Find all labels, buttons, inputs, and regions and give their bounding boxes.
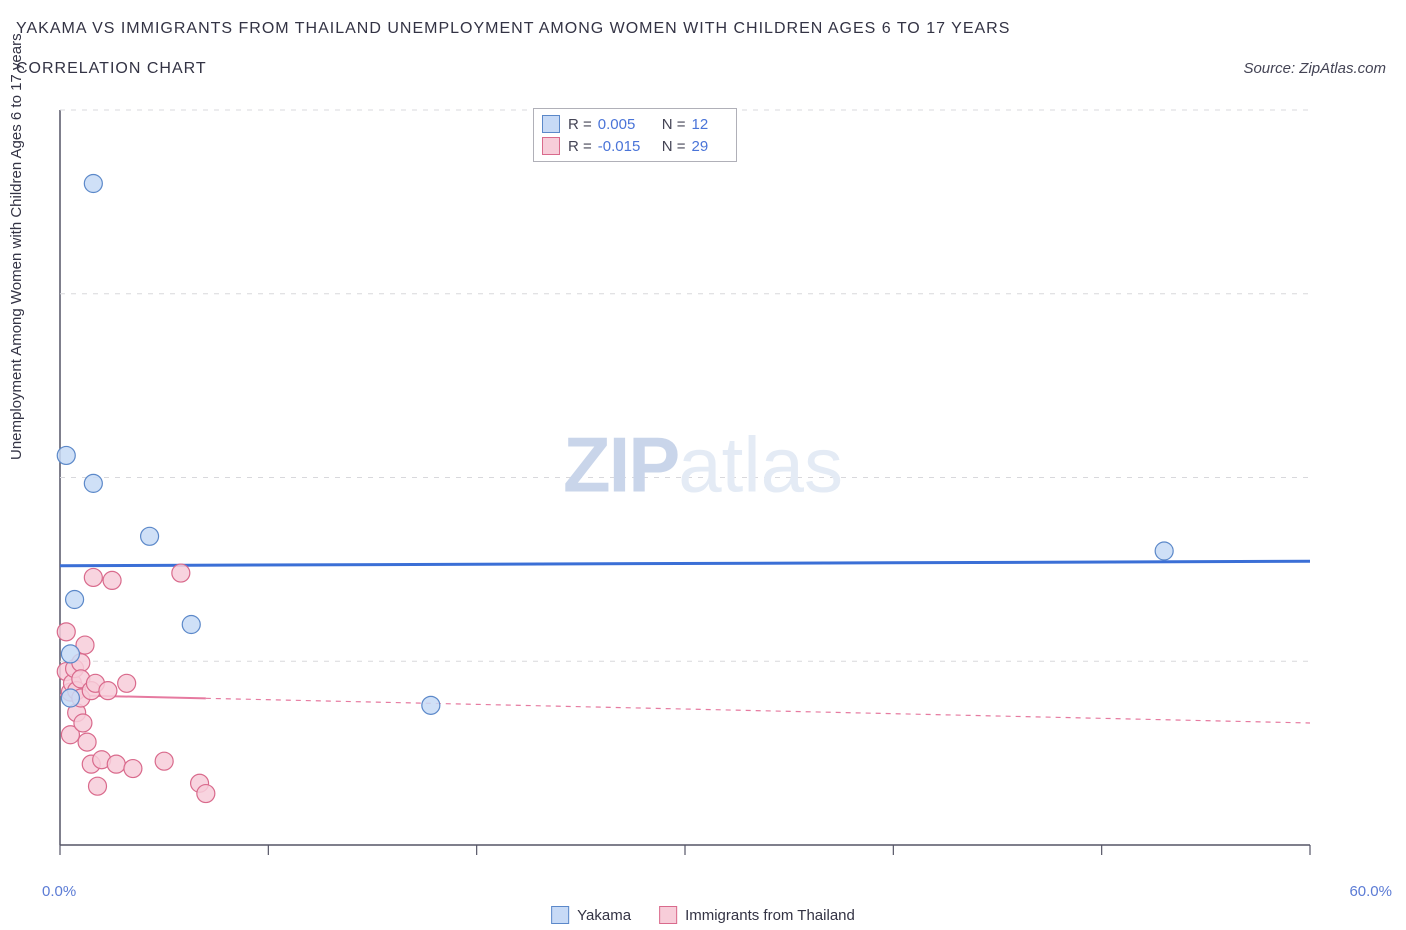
legend-bottom-swatch-thailand xyxy=(659,906,677,924)
legend-n-value-2: 29 xyxy=(692,138,712,155)
legend-swatch-yakama xyxy=(542,115,560,133)
legend-swatch-thailand xyxy=(542,137,560,155)
legend-r-value-2: -0.015 xyxy=(598,138,648,155)
legend-item-thailand: Immigrants from Thailand xyxy=(659,906,855,924)
legend-item-yakama: Yakama xyxy=(551,906,631,924)
legend-n-label-1: N = xyxy=(662,116,686,133)
page-title-line1: YAKAMA VS IMMIGRANTS FROM THAILAND UNEMP… xyxy=(16,20,1010,38)
x-tick-60: 60.0% xyxy=(1349,883,1392,900)
legend-r-label-2: R = xyxy=(568,138,592,155)
legend-n-label-2: N = xyxy=(662,138,686,155)
y-axis-label: Unemployment Among Women with Children A… xyxy=(8,33,25,460)
legend-bottom-swatch-yakama xyxy=(551,906,569,924)
legend-label-yakama: Yakama xyxy=(577,907,631,924)
page-title-line2: CORRELATION CHART xyxy=(16,60,207,78)
legend-n-value-1: 12 xyxy=(692,116,712,133)
legend-label-thailand: Immigrants from Thailand xyxy=(685,907,855,924)
x-tick-0: 0.0% xyxy=(42,883,76,900)
correlation-chart xyxy=(50,105,1380,885)
legend-bottom: Yakama Immigrants from Thailand xyxy=(537,906,869,924)
legend-r-value-1: 0.005 xyxy=(598,116,648,133)
legend-stats-box: R = 0.005 N = 12 R = -0.015 N = 29 xyxy=(533,108,737,162)
legend-stats-row-2: R = -0.015 N = 29 xyxy=(542,135,726,157)
source-attribution: Source: ZipAtlas.com xyxy=(1243,60,1386,77)
legend-stats-row-1: R = 0.005 N = 12 xyxy=(542,113,726,135)
legend-r-label-1: R = xyxy=(568,116,592,133)
